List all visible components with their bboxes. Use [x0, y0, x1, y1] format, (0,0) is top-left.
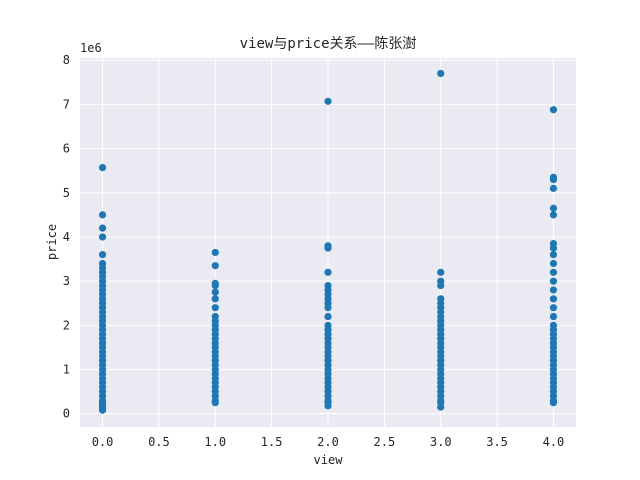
y-tick-label: 5: [63, 186, 70, 200]
data-point: [324, 321, 332, 329]
data-point: [549, 204, 558, 212]
data-point: [549, 240, 558, 248]
x-tick-label: 3.0: [430, 435, 452, 449]
data-point: [549, 277, 558, 285]
data-point: [211, 312, 219, 321]
chart-title: view与price关系——陈张澍: [240, 35, 417, 52]
y-tick-label: 6: [63, 142, 70, 156]
x-tick-label: 2.0: [317, 435, 339, 449]
data-point: [211, 279, 219, 287]
x-axis-label: view: [314, 453, 344, 467]
x-tick-label: 1.0: [204, 435, 226, 449]
data-point: [98, 211, 107, 219]
x-tick-label: 0.5: [148, 435, 170, 449]
data-point: [211, 295, 219, 303]
x-tick-label: 2.5: [374, 435, 396, 449]
y-axis-label: price: [45, 224, 59, 260]
y-tick-label: 8: [63, 53, 70, 67]
x-tick-label: 0.0: [92, 435, 114, 449]
data-point: [437, 295, 445, 303]
data-point: [324, 281, 332, 290]
y-tick-labels: 0 1 2 3 4 5 6 7 8: [63, 53, 70, 421]
data-point: [549, 184, 558, 192]
data-point: [549, 173, 558, 181]
data-point: [549, 286, 558, 294]
data-points: [98, 69, 558, 414]
data-point: [549, 268, 558, 276]
data-point: [98, 233, 107, 241]
data-point: [549, 106, 558, 114]
data-point: [98, 251, 107, 259]
data-point: [437, 277, 445, 285]
data-point: [324, 97, 332, 105]
data-point: [324, 268, 332, 276]
data-point: [98, 163, 107, 172]
y-tick-label: 7: [63, 97, 70, 111]
data-point: [211, 262, 219, 270]
y-tick-label: 4: [63, 230, 70, 244]
data-point: [549, 211, 558, 219]
data-point: [211, 288, 219, 296]
data-point: [324, 242, 332, 250]
data-point: [98, 224, 107, 232]
data-point: [549, 259, 558, 268]
data-point: [437, 69, 445, 78]
y-offset-label: 1e6: [80, 41, 102, 55]
data-point: [549, 295, 558, 303]
y-tick-label: 1: [63, 363, 70, 377]
x-tick-label: 4.0: [543, 435, 565, 449]
data-point: [549, 304, 558, 312]
y-tick-label: 3: [63, 274, 70, 288]
x-tick-labels: 0.0 0.5 1.0 1.5 2.0 2.5 3.0 3.5 4.0: [92, 435, 565, 449]
data-point: [98, 259, 107, 268]
x-tick-label: 3.5: [486, 435, 508, 449]
data-point: [549, 251, 558, 259]
y-tick-label: 0: [63, 407, 70, 421]
y-tick-label: 2: [63, 318, 70, 332]
x-tick-label: 1.5: [261, 435, 283, 449]
data-point: [549, 321, 558, 329]
data-point: [211, 248, 219, 257]
data-point: [324, 312, 332, 321]
data-point: [211, 304, 219, 312]
data-point: [437, 268, 445, 276]
data-point: [549, 312, 558, 321]
